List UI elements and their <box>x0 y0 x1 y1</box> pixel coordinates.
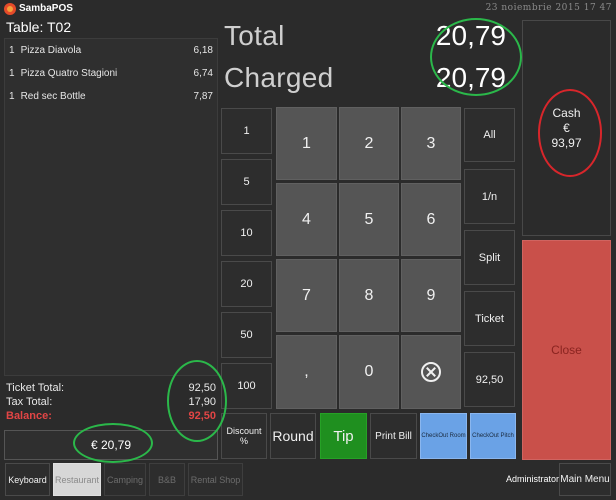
keypad-0[interactable]: 0 <box>339 335 399 409</box>
split-amount-button[interactable]: 92,50 <box>464 352 515 407</box>
payment-method-label: Cash <box>552 105 581 120</box>
keypad-1[interactable]: 1 <box>276 107 337 180</box>
user-label: Administrator <box>506 474 560 484</box>
charged-label: Charged <box>224 62 334 93</box>
ticket-total-value: 92,50 <box>188 382 216 394</box>
tax-total-label: Tax Total: <box>6 396 53 408</box>
order-price: 6,18 <box>193 45 213 56</box>
checkout-pitch-button[interactable]: CheckOut Pitch <box>470 413 516 459</box>
table-label: Table: T02 <box>6 19 72 35</box>
tax-total-value: 17,90 <box>188 396 216 408</box>
currency-symbol: € <box>563 120 570 135</box>
title-bar: SambaPOS 23 noiembrie 2015 17 47 <box>0 0 616 17</box>
main-menu-button[interactable]: Main Menu <box>559 463 611 496</box>
keypad-clear-button[interactable] <box>401 335 461 409</box>
keypad-7[interactable]: 7 <box>276 259 337 332</box>
order-row[interactable]: 1 Pizza Diavola 6,18 <box>5 39 217 62</box>
round-button[interactable]: Round <box>270 413 316 459</box>
split-all-button[interactable]: All <box>464 108 515 162</box>
keypad-9[interactable]: 9 <box>401 259 461 332</box>
amount-button-5[interactable]: 5 <box>221 159 272 205</box>
keypad-5[interactable]: 5 <box>339 183 399 256</box>
discount-button[interactable]: Discount % <box>221 413 267 459</box>
checkout-room-button[interactable]: CheckOut Room <box>420 413 467 459</box>
app-logo: SambaPOS <box>4 2 73 15</box>
app-name: SambaPOS <box>19 3 73 14</box>
order-qty: 1 <box>9 45 15 56</box>
order-name: Red sec Bottle <box>20 91 86 102</box>
cash-payment-button[interactable]: Cash € 93,97 <box>522 20 611 236</box>
order-price: 6,74 <box>193 68 213 79</box>
keypad-4[interactable]: 4 <box>276 183 337 256</box>
tip-button[interactable]: Tip <box>320 413 367 459</box>
split-ticket-button[interactable]: Ticket <box>464 291 515 346</box>
clear-x-icon <box>421 362 441 382</box>
tab-bnb[interactable]: B&B <box>149 463 185 496</box>
keypad-comma[interactable]: , <box>276 335 337 409</box>
ticket-total-label: Ticket Total: <box>6 382 65 394</box>
amount-button-20[interactable]: 20 <box>221 261 272 307</box>
total-value: 20,79 <box>435 20 506 51</box>
amount-button-1[interactable]: 1 <box>221 108 272 154</box>
payment-amount: 93,97 <box>551 135 582 150</box>
order-price: 7,87 <box>193 91 213 102</box>
order-qty: 1 <box>9 68 15 79</box>
balance-label: Balance: <box>6 410 52 422</box>
charged-value: 20,79 <box>435 62 506 93</box>
split-button[interactable]: Split <box>464 230 515 285</box>
ticket-totals: Ticket Total: 92,50 Tax Total: 17,90 Balan… <box>6 381 216 423</box>
tendered-amount-field[interactable]: € 20,79 <box>4 430 218 460</box>
keypad-2[interactable]: 2 <box>339 107 399 180</box>
total-label: Total <box>224 20 285 51</box>
tab-rental-shop[interactable]: Rental Shop <box>188 463 243 496</box>
balance-value: 92,50 <box>188 410 216 422</box>
amount-button-10[interactable]: 10 <box>221 210 272 256</box>
keyboard-button[interactable]: Keyboard <box>5 463 50 496</box>
ticket-orders-panel: 1 Pizza Diavola 6,18 1 Pizza Quatro Stagio… <box>4 38 218 376</box>
split-1n-button[interactable]: 1/n <box>464 169 515 224</box>
amount-button-50[interactable]: 50 <box>221 312 272 358</box>
keypad-6[interactable]: 6 <box>401 183 461 256</box>
order-row[interactable]: 1 Red sec Bottle 7,87 <box>5 85 217 108</box>
keypad-3[interactable]: 3 <box>401 107 461 180</box>
order-row[interactable]: 1 Pizza Quatro Stagioni 6,74 <box>5 62 217 85</box>
sambapos-logo-icon <box>4 2 16 15</box>
print-bill-button[interactable]: Print Bill <box>370 413 417 459</box>
tab-camping[interactable]: Camping <box>104 463 146 496</box>
tab-restaurant[interactable]: Restaurant <box>53 463 101 496</box>
keypad-8[interactable]: 8 <box>339 259 399 332</box>
order-qty: 1 <box>9 91 15 102</box>
order-name: Pizza Quatro Stagioni <box>20 68 118 79</box>
datetime-label: 23 noiembrie 2015 17 47 <box>485 3 612 13</box>
order-name: Pizza Diavola <box>20 45 82 56</box>
close-button[interactable]: Close <box>522 240 611 460</box>
amount-button-100[interactable]: 100 <box>221 363 272 409</box>
